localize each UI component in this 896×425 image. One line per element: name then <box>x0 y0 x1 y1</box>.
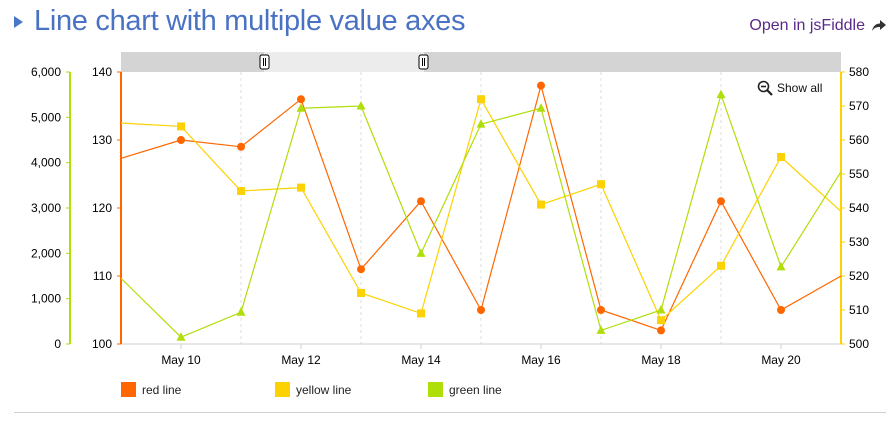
axis-tick-label: 3,000 <box>31 201 61 215</box>
red-point <box>477 306 485 314</box>
axis-tick-label: 2,000 <box>31 246 61 260</box>
green-point <box>296 103 306 112</box>
axis-tick-label: 110 <box>93 269 112 283</box>
red-point <box>597 306 605 314</box>
red-point <box>777 306 785 314</box>
axis-tick-label: 120 <box>92 201 112 215</box>
green-point <box>236 307 246 316</box>
show-all-button[interactable]: Show all <box>757 80 822 96</box>
red-point <box>177 136 185 144</box>
x-tick-label: May 20 <box>761 353 801 367</box>
axis-tick-label: 570 <box>849 99 869 113</box>
chart-legend: red line yellow line green line <box>0 382 896 402</box>
green-point <box>536 103 546 112</box>
green-point <box>776 261 786 271</box>
green-point <box>176 332 186 341</box>
yellow-point <box>537 200 545 209</box>
category-axis: May 10 May 12 May 14 May 16 May 18 May 20 <box>161 344 801 367</box>
legend-label: yellow line <box>296 382 352 397</box>
axis-tick-label: 4,000 <box>31 156 61 170</box>
red-point <box>657 326 665 335</box>
scrollbar-thumb[interactable] <box>264 52 424 72</box>
scrollbar-right-grip[interactable] <box>418 54 429 70</box>
yellow-point <box>477 95 485 104</box>
axis-tick-label: 5,000 <box>31 110 61 124</box>
legend-item-yellow[interactable]: yellow line <box>275 382 351 397</box>
yellow-point <box>237 187 245 195</box>
scrollbar-background <box>121 52 841 72</box>
yellow-point <box>717 261 725 270</box>
value-axes: 0 1,000 2,000 3,000 4,000 5,000 6,000 100 110 120… <box>31 65 869 351</box>
green-point <box>476 119 486 128</box>
x-tick-label: May 18 <box>641 353 681 367</box>
line-chart: 0 1,000 2,000 3,000 4,000 5,000 6,000 100 110 120… <box>31 52 869 367</box>
bottom-divider <box>14 412 886 413</box>
axis-tick-label: 500 <box>849 337 869 351</box>
axis-tick-label: 510 <box>849 303 869 317</box>
red-point <box>297 95 305 104</box>
red-point <box>237 142 245 151</box>
green-point <box>356 101 366 110</box>
red-point <box>537 81 545 90</box>
axis-tick-label: 550 <box>849 167 869 181</box>
axis-tick-label: 130 <box>92 133 112 147</box>
axis-tick-label: 530 <box>849 235 869 249</box>
axis-tick-label: 540 <box>849 201 869 215</box>
legend-label: green line <box>449 382 502 397</box>
axis-tick-label: 6,000 <box>31 65 61 79</box>
show-all-label: Show all <box>777 81 823 95</box>
page-header: Line chart with multiple value axes Open… <box>0 0 896 46</box>
legend-swatch <box>428 382 443 397</box>
x-tick-label: May 10 <box>161 353 201 367</box>
series-markers <box>176 81 786 341</box>
red-point <box>357 265 365 274</box>
axis-tick-label: 580 <box>849 65 869 79</box>
expand-triangle-icon[interactable] <box>14 16 23 28</box>
yellow-point <box>597 180 605 189</box>
vertical-grid <box>121 72 842 345</box>
scrollbar-left-grip[interactable] <box>259 54 270 70</box>
green-point <box>656 305 666 314</box>
x-tick-label: May 12 <box>281 353 321 367</box>
axis-tick-label: 0 <box>54 337 61 351</box>
legend-label: red line <box>142 382 182 397</box>
axis-tick-label: 140 <box>92 65 112 79</box>
yellow-point <box>357 289 365 297</box>
axis-tick-label: 520 <box>849 269 869 283</box>
legend-swatch <box>275 382 290 397</box>
jsfiddle-link-label: Open in jsFiddle <box>749 17 865 34</box>
page-title: Line chart with multiple value axes <box>34 5 466 37</box>
green-point <box>416 248 426 257</box>
x-tick-label: May 16 <box>521 353 561 367</box>
axis-tick-label: 560 <box>849 133 869 147</box>
zoom-out-icon <box>757 80 773 96</box>
x-tick-label: May 14 <box>401 353 441 367</box>
share-arrow-icon <box>872 20 886 31</box>
yellow-point <box>297 183 305 192</box>
yellow-point <box>417 309 425 318</box>
legend-item-green[interactable]: green line <box>428 382 502 397</box>
yellow-point <box>657 316 665 325</box>
red-point <box>417 197 425 206</box>
legend-swatch <box>121 382 136 397</box>
axis-tick-label: 1,000 <box>31 292 61 306</box>
green-point <box>596 325 606 334</box>
yellow-point <box>177 122 185 131</box>
yellow-point <box>777 153 785 161</box>
red-point <box>717 197 725 206</box>
axis-tick-label: 100 <box>92 337 112 351</box>
open-in-jsfiddle-link[interactable]: Open in jsFiddle <box>749 17 886 35</box>
green-point <box>716 89 726 99</box>
legend-item-red[interactable]: red line <box>121 382 181 397</box>
